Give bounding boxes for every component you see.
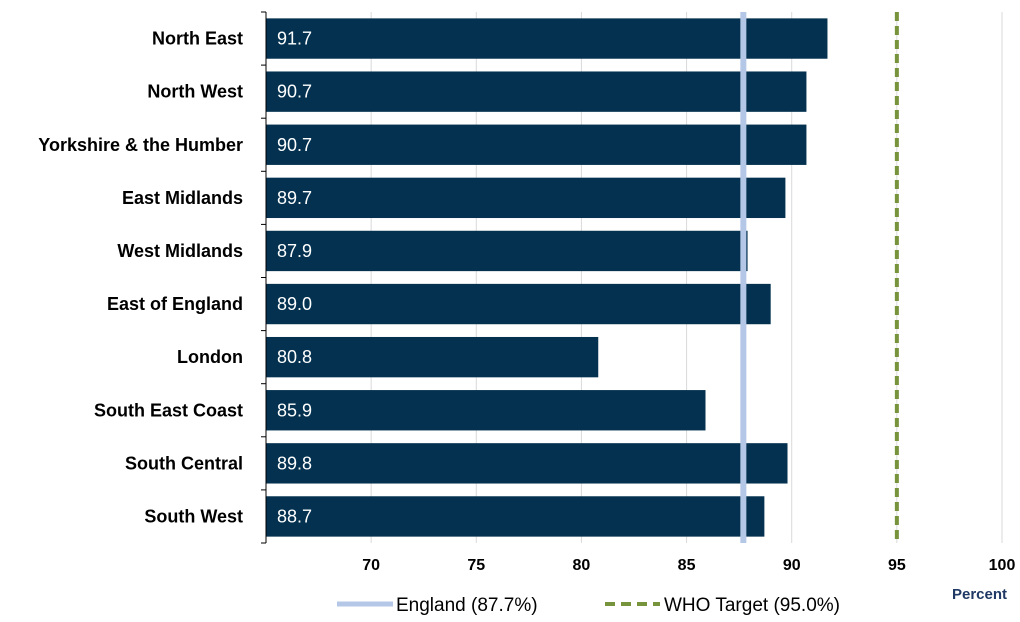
bar-value-label: 89.8 (277, 453, 312, 473)
bar (266, 230, 748, 272)
bar-value-label: 90.7 (277, 82, 312, 102)
category-label: North West (147, 82, 243, 102)
category-label: London (177, 347, 243, 367)
x-tick-label: 80 (573, 557, 591, 574)
x-tick-label: 85 (678, 557, 696, 574)
bar-value-label: 89.7 (277, 188, 312, 208)
bar (266, 71, 807, 112)
bar (266, 124, 807, 165)
category-labels: North East North West Yorkshire & the Humb… (38, 29, 243, 527)
bar-value-label: 90.7 (277, 135, 312, 155)
category-label: South East Coast (94, 400, 243, 420)
x-tick-label: 90 (783, 557, 801, 574)
bar-value-label: 87.9 (277, 241, 312, 261)
bar (266, 283, 771, 325)
x-axis-title: Percent (952, 586, 1007, 603)
category-label: South West (144, 506, 243, 526)
category-label: South Central (125, 453, 243, 473)
bar-value-label: 80.8 (277, 347, 312, 367)
category-label: East of England (107, 294, 243, 314)
x-tick-label: 95 (888, 557, 906, 574)
legend-england-label: England (87.7%) (396, 595, 538, 616)
bar (266, 336, 599, 378)
bar-value-label: 85.9 (277, 400, 312, 420)
bar (266, 496, 765, 537)
bars: 91.7 90.7 90.7 89.7 87.9 89.0 80.8 85.9 89.8 88.7 (266, 18, 828, 537)
category-label: East Midlands (122, 188, 243, 208)
category-label: West Midlands (117, 241, 243, 261)
bar (266, 443, 788, 484)
legend-who-label: WHO Target (95.0%) (664, 595, 840, 616)
bar-value-label: 91.7 (277, 29, 312, 49)
reference-lines (740, 12, 899, 543)
category-label: Yorkshire & the Humber (38, 135, 243, 155)
bar (266, 18, 828, 59)
bar (266, 177, 786, 219)
bar-value-label: 88.7 (277, 506, 312, 526)
legend: England (87.7%) WHO Target (95.0%) (337, 595, 840, 616)
bar-value-label: 89.0 (277, 294, 312, 314)
axes: 70 75 80 85 90 95 100 (261, 11, 1016, 574)
x-tick-label: 70 (362, 557, 380, 574)
bar (266, 390, 706, 431)
x-tick-label: 100 (989, 557, 1016, 574)
x-tick-label: 75 (467, 557, 485, 574)
category-label: North East (152, 29, 243, 49)
